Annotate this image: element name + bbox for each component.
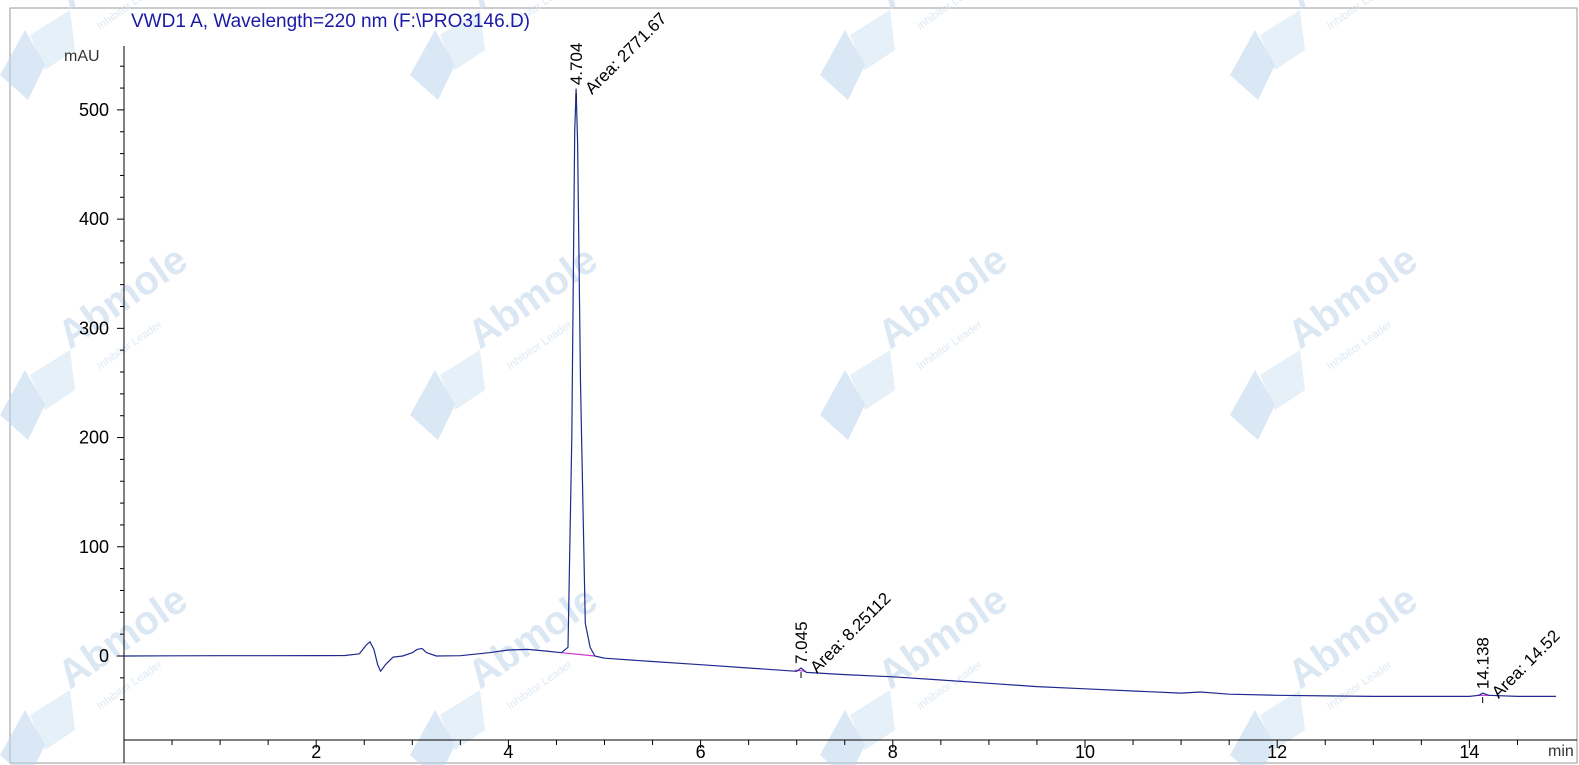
x-tick-label: 14 (1459, 742, 1479, 762)
peak-rt-label: 4.704 (567, 43, 586, 86)
watermark-logo-icon (410, 370, 455, 440)
integration-baseline (561, 652, 595, 657)
x-tick-label: 12 (1267, 742, 1287, 762)
x-tick-label: 4 (503, 742, 513, 762)
watermark-logo-icon (850, 10, 895, 70)
chart-title: VWD1 A, Wavelength=220 nm (F:\PRO3146.D) (131, 11, 530, 32)
axis-ticks: 0 100 200 300 400 500 2 4 6 8 10 12 14 (79, 65, 1518, 762)
watermark-logo-icon (820, 710, 865, 765)
signal-traces (123, 88, 1556, 697)
watermark-logo-icon (820, 30, 865, 100)
y-tick-label: 0 (99, 646, 109, 666)
watermark-logo-icon (440, 350, 485, 410)
watermark-logo-icon (410, 710, 455, 765)
watermark-logo-icon (1230, 370, 1275, 440)
watermark-logo-icon (440, 10, 485, 70)
y-unit-label: mAU (64, 48, 100, 65)
watermark-logo-icon (30, 350, 75, 410)
watermark-logo-icon (1230, 30, 1275, 100)
watermark-logo-icon (1260, 690, 1305, 750)
y-tick-label: 500 (79, 100, 109, 120)
watermark-logo-icon (30, 10, 75, 70)
x-tick-label: 10 (1075, 742, 1095, 762)
watermark-logo-icon (850, 350, 895, 410)
watermark-logo-icon (1260, 10, 1305, 70)
signal-trace (123, 88, 1556, 697)
x-tick-label: 6 (696, 742, 706, 762)
watermark-logo-icon (850, 690, 895, 750)
watermark-logo-icon (1230, 710, 1275, 765)
watermark-logo-icon (0, 710, 45, 765)
peak-rt-label: 14.138 (1474, 637, 1493, 689)
x-unit-label: min (1548, 743, 1574, 760)
watermark-logo-icon (0, 30, 45, 100)
watermark-logo-icon (820, 370, 865, 440)
x-tick-label: 2 (311, 742, 321, 762)
watermark-logo-icon (440, 690, 485, 750)
peak-rt-label: 7.045 (792, 621, 811, 664)
watermark-logo-icon (0, 370, 45, 440)
y-tick-label: 300 (79, 318, 109, 338)
watermark-logo-icon (30, 690, 75, 750)
watermark-logo-icon (410, 30, 455, 100)
y-tick-label: 200 (79, 428, 109, 448)
watermark-logo-icon (1260, 350, 1305, 410)
x-tick-label: 8 (888, 742, 898, 762)
y-tick-label: 400 (79, 209, 109, 229)
plot-frame (9, 7, 1578, 764)
y-tick-label: 100 (79, 537, 109, 557)
